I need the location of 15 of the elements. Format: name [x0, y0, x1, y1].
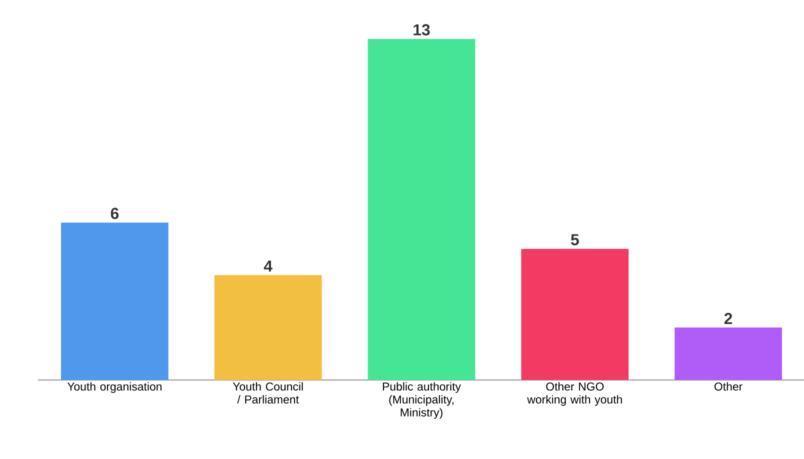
bar: [368, 38, 476, 380]
bar: [61, 222, 168, 380]
data-label: 4: [264, 260, 272, 272]
data-label: 13: [414, 24, 430, 36]
data-label: 6: [110, 208, 119, 220]
x-tick-label: Youth Council / Parliament: [232, 382, 303, 404]
bar: [214, 275, 322, 380]
x-tick-label: Other NGO working with youth: [527, 382, 622, 406]
data-label: 2: [724, 312, 732, 324]
x-tick-label: Other: [714, 382, 742, 391]
x-tick-label: Public authority (Municipality, Ministry): [382, 382, 461, 419]
data-label: 5: [570, 234, 579, 246]
bar: [674, 328, 782, 380]
x-tick-label: Youth organisation: [67, 382, 162, 393]
bar: [521, 248, 629, 380]
